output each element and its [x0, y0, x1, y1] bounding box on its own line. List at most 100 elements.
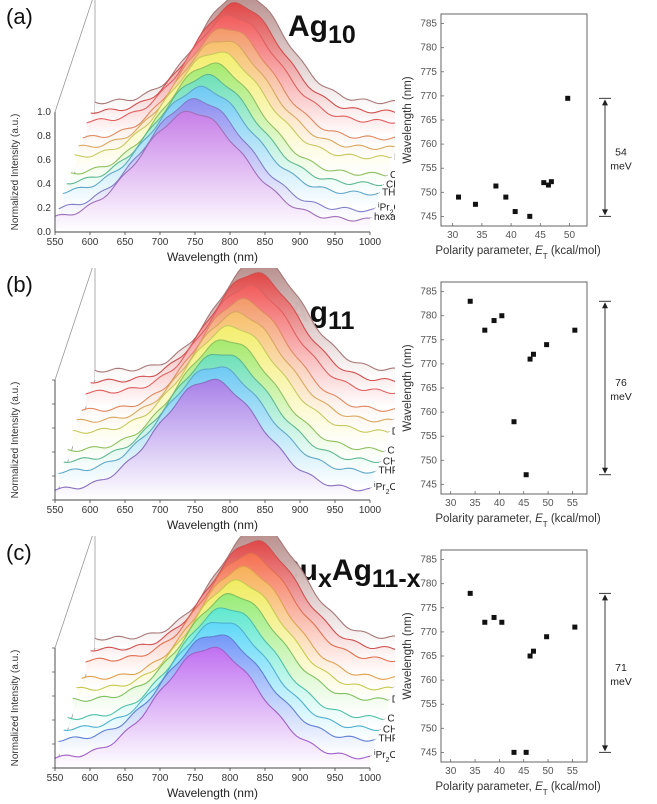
- arrow-head: [602, 467, 608, 474]
- x-tick-label: 550: [47, 237, 64, 248]
- spectrum-line: [81, 297, 395, 412]
- x-tick-label: 950: [327, 505, 344, 516]
- x-tick-label: 35: [470, 498, 482, 509]
- data-point: [572, 327, 578, 333]
- x-tick-label: 30: [447, 230, 459, 241]
- leader-line: [369, 487, 373, 489]
- spectrum-line: [94, 268, 395, 373]
- data-point: [499, 313, 505, 319]
- x-tick-label: 600: [82, 237, 99, 248]
- y-tick-label: 0.0: [37, 227, 51, 238]
- spectrum-line: [81, 565, 395, 680]
- gap-unit: meV: [610, 391, 632, 403]
- spectrum-line: [90, 272, 395, 384]
- plot-frame: [440, 281, 588, 495]
- arrow-head: [602, 302, 608, 309]
- y-axis-title: Normalized Intensity (a.u.): [10, 650, 21, 767]
- y-axis-title: Normalized Intensity (a.u.): [10, 382, 21, 499]
- y-tick-label: 750: [420, 455, 437, 466]
- spectrum-line: [70, 62, 387, 177]
- leader-line: [378, 729, 382, 731]
- data-point: [511, 749, 517, 755]
- y-tick-label: 780: [420, 43, 437, 54]
- y-tick-label: 0.8: [37, 131, 51, 142]
- x-tick-label: 650: [117, 237, 134, 248]
- y-tick-label: 785: [420, 555, 437, 566]
- data-point: [572, 624, 578, 630]
- x-tick-label: 50: [564, 230, 576, 241]
- x-tick-label: 30: [445, 498, 457, 509]
- spectrum-line: [90, 2, 395, 114]
- y-tick-label: 780: [420, 579, 437, 590]
- leader-line: [369, 216, 373, 219]
- x-tick-label: 1000: [359, 773, 382, 784]
- x-tick-label: 50: [543, 498, 555, 509]
- x-tick-label: 900: [292, 505, 309, 516]
- data-point: [511, 419, 517, 425]
- solvent-label: CH2Cl2: [387, 714, 395, 728]
- y-tick-label: 755: [420, 699, 437, 710]
- solvent-label: CHCl3: [383, 724, 395, 738]
- y-tick-label: 0.6: [37, 155, 51, 166]
- x-tick-label: 800: [222, 773, 239, 784]
- solvent-label: THF: [382, 187, 395, 198]
- scatter-chart: 745 750 755 760 765 770 775 780 785 30 35 40 45 50 Wav…: [402, 13, 632, 261]
- spectrum-line: [58, 98, 375, 213]
- x-tick-label: 900: [292, 237, 309, 248]
- spectrum-line: [67, 339, 384, 453]
- waterfall-chart: MeOH1-butanol2-butanol3-pentanolMeCNDMFC…: [10, 268, 395, 532]
- x-tick-label: 45: [518, 498, 530, 509]
- x-tick-label: 750: [187, 505, 204, 516]
- panel-label: (b): [6, 272, 33, 297]
- panel-a: (a) Ag10 MeOH1-butanol2-butanol3-pentano…: [0, 0, 657, 268]
- data-point: [493, 183, 499, 189]
- y-tick-label: 0.2: [37, 203, 51, 214]
- leader-line: [373, 207, 377, 209]
- y-tick-label: 775: [420, 335, 437, 346]
- cluster-label: Ag10: [288, 10, 356, 49]
- solvent-label: iPr2O: [374, 750, 395, 764]
- leader-line: [374, 738, 377, 740]
- y-tick-label: 760: [420, 407, 437, 418]
- x-tick-label: 950: [327, 773, 344, 784]
- leader-line: [393, 145, 395, 147]
- data-point: [541, 180, 547, 186]
- spectrum-line: [72, 325, 389, 434]
- y-tick-label: 775: [420, 67, 437, 78]
- data-point: [548, 179, 554, 185]
- x-tick-label: 1000: [359, 237, 382, 248]
- leader-line: [383, 718, 386, 720]
- solvent-label: CH2Cl2: [387, 446, 395, 460]
- data-point: [544, 342, 550, 348]
- leader-line: [377, 192, 381, 194]
- waterfall-chart: MeOH1-butanol2-butanol3-pentanolMeCNDMFC…: [10, 0, 395, 264]
- leader-line: [383, 450, 386, 452]
- x-axis-title: Polarity parameter, ET (kcal/mol): [435, 245, 600, 261]
- spectrum-line: [76, 311, 393, 423]
- spectrum-line: [86, 14, 395, 124]
- y-axis-title: Wavelength (nm): [402, 76, 414, 163]
- panel-label: (c): [6, 540, 32, 565]
- y-tick-label: 750: [420, 723, 437, 734]
- y-tick-label: 785: [420, 287, 437, 298]
- plot-frame: [440, 13, 588, 227]
- data-point: [467, 590, 473, 596]
- data-point: [491, 318, 497, 324]
- x-tick-label: 700: [152, 237, 169, 248]
- data-point: [523, 749, 529, 755]
- solvent-label: CHCl3: [386, 179, 395, 193]
- solvent-label: DMF: [394, 152, 395, 163]
- data-point: [503, 194, 509, 200]
- leader-line: [389, 156, 393, 159]
- x-tick-label: 850: [257, 773, 274, 784]
- y-tick-label: 0.4: [37, 179, 51, 190]
- y-tick-label: 760: [420, 139, 437, 150]
- data-point: [456, 194, 462, 200]
- gap-unit: meV: [610, 160, 632, 172]
- spectrum-fill: [55, 647, 370, 768]
- gap-value: 54: [615, 146, 627, 158]
- spectrum-line: [54, 646, 371, 760]
- spectrum-line: [94, 0, 395, 105]
- x-tick-label: 50: [543, 766, 555, 777]
- x-tick-label: 650: [117, 773, 134, 784]
